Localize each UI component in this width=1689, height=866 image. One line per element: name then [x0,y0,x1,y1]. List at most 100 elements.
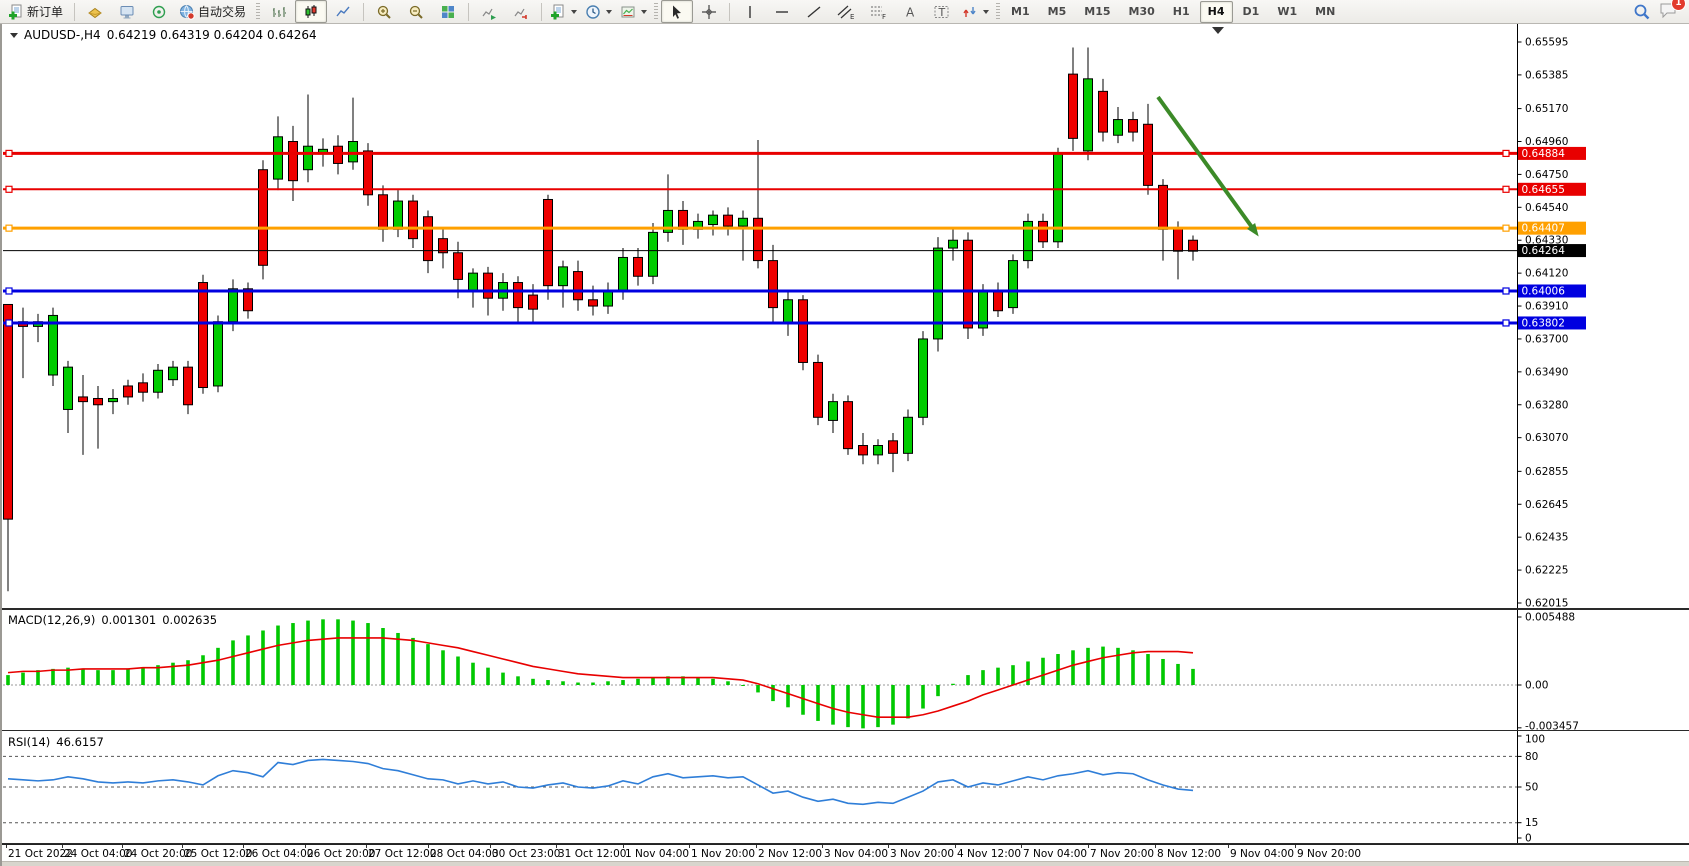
hline-handle[interactable] [1502,224,1510,232]
hline-handle[interactable] [1502,149,1510,158]
hline-handle[interactable] [1502,287,1510,295]
auto-trading-button[interactable]: 自动交易 [175,0,253,23]
price-tick-label: 0.63070 [1525,432,1568,444]
cursor-tool-button[interactable] [661,0,694,23]
timeframe-m15-button[interactable]: M15 [1084,5,1111,18]
line-chart-button[interactable] [327,0,359,23]
chart-shift-button[interactable] [505,0,537,23]
auto-trading-icon [180,4,195,20]
market-watch-button[interactable] [111,0,143,23]
signal-icon [152,5,166,18]
price-badge-label: 0.64006 [1522,285,1566,297]
trendline-tool-button[interactable] [798,0,830,23]
time-label: 30 Oct 23:00 [492,848,561,860]
time-label: 3 Nov 20:00 [890,848,955,860]
timeframe-h4-button[interactable]: H4 [1199,0,1233,23]
price-tick-label: 0.62015 [1525,597,1568,609]
template-button[interactable] [616,0,651,23]
equidistant-channel-tool-button[interactable]: E [830,0,862,23]
toolbar-drag-handle[interactable] [996,2,1001,21]
text-tool-button[interactable]: A [894,0,926,23]
time-tick [1088,845,1089,848]
price-badge-label: 0.64655 [1522,184,1565,196]
toolbar-separator [468,2,470,21]
time-tick [6,845,7,848]
time-tick [1295,845,1296,848]
time-label: 3 Nov 04:00 [824,848,889,860]
timeframe-group: M1 M5 M15 M30 H1 H4 D1 W1 MN [1003,0,1343,23]
hline-handle[interactable] [1502,319,1510,327]
timeframe-d1-button[interactable]: D1 [1242,5,1260,18]
auto-scroll-button[interactable] [473,0,505,23]
horizontal-scrollbar[interactable] [0,861,1689,866]
fibonacci-tool-button[interactable]: F [862,0,894,23]
crosshair-tool-button[interactable] [693,0,725,23]
timeframe-m30-button[interactable]: M30 [1128,5,1155,18]
macd-panel[interactable]: 0.005488 0.00 -0.003457 [0,609,1689,731]
macd-signal-line [7,637,1194,719]
timeframe-mn-button[interactable]: MN [1315,5,1336,18]
add-indicator-button[interactable] [546,0,581,23]
price-tick-label: 0.63490 [1525,366,1568,378]
horizontal-line-tool-button[interactable] [766,0,798,23]
trendline-icon [807,5,821,18]
time-tick [756,845,757,848]
arrows-tool-button[interactable] [958,0,993,23]
bar-chart-button[interactable] [263,0,295,23]
price-tick-label: 0.64540 [1525,202,1568,214]
price-tick-label: 0.65595 [1525,37,1568,49]
zoom-in-button[interactable] [368,0,400,23]
rsi-axis-label: 100 [1525,734,1545,746]
trend-arrow-annotation[interactable] [1156,95,1256,232]
timeframe-m5-button[interactable]: M5 [1047,5,1067,18]
bar-chart-icon [273,6,287,17]
hline-handle[interactable] [5,185,13,193]
chat-button[interactable]: 1 [1659,0,1686,23]
signals-button[interactable] [143,0,175,23]
timeframe-w1-button[interactable]: W1 [1277,5,1298,18]
macd-axis-label: 0.00 [1525,680,1548,692]
vertical-line-tool-button[interactable] [734,0,766,23]
macd-name: MACD(12,26,9) [8,613,96,627]
price-tick-label: 0.63910 [1525,301,1568,313]
timeframe-h1-button[interactable]: H1 [1172,5,1190,18]
time-label: 24 Oct 20:00 [124,848,193,860]
hline-handle[interactable] [5,149,13,158]
time-tick [428,845,429,848]
time-axis[interactable]: 21 Oct 2022 24 Oct 04:00 24 Oct 20:00 25 Oc… [0,844,1689,862]
symbol-dropdown-icon[interactable] [10,32,18,38]
price-tick-label: 0.64120 [1525,268,1568,280]
new-order-button[interactable]: 新订单 [4,0,70,23]
tile-windows-button[interactable] [432,0,464,23]
timeframe-m1-button[interactable]: M1 [1011,5,1030,18]
hline-handle[interactable] [5,319,13,327]
period-button[interactable] [581,0,616,23]
toolbar-drag-handle[interactable] [654,2,659,21]
zoom-out-button[interactable] [400,0,432,23]
price-badge [1518,284,1586,298]
dropdown-caret-icon [641,9,648,14]
macd-axis-label: 0.005488 [1525,612,1575,624]
symbol-period-label: AUDUSD-,H4 [24,28,101,42]
chart-shift-marker-icon[interactable] [1212,27,1224,34]
hline-handle[interactable] [5,287,13,295]
time-label: 24 Oct 04:00 [64,848,133,860]
text-label-tool-button[interactable]: T [926,0,958,23]
time-tick [366,845,367,848]
candlestick-chart-button[interactable] [295,0,328,23]
rsi-label: RSI(14) 46.6157 [8,735,110,749]
market-depth-button[interactable] [79,0,111,23]
rsi-axis-label: 50 [1525,782,1538,794]
clock-icon [586,4,600,19]
toolbar-drag-handle[interactable] [256,2,261,21]
time-label: 1 Nov 04:00 [625,848,690,860]
search-icon[interactable] [1633,3,1651,21]
dropdown-caret-icon [571,9,578,14]
hline-handle[interactable] [5,224,13,232]
hline-handle[interactable] [1502,185,1510,193]
price-badge-label: 0.64884 [1522,148,1566,160]
price-badge [1518,244,1586,258]
price-chart-panel[interactable]: 0.65595 0.65385 0.65170 0.64960 0.64750 0.645… [0,24,1689,609]
rsi-panel[interactable]: 100 80 50 15 0 [0,731,1689,844]
price-badge-label: 0.64407 [1522,223,1565,235]
